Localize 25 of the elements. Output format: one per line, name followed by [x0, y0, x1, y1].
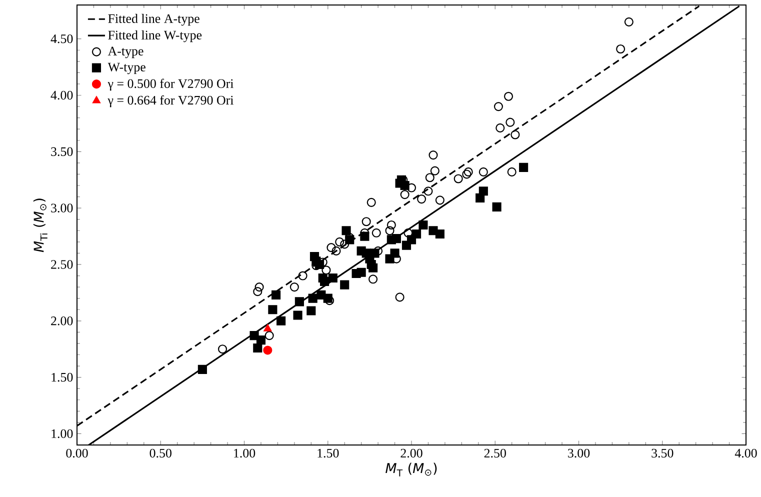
y-tick-label: 2.50	[51, 260, 73, 269]
x-tick-label: 3.00	[568, 448, 590, 458]
y-tick-label: 1.50	[52, 372, 73, 382]
legend-label: Fitted line A-type	[108, 14, 200, 26]
y-tick-label: 4.50	[50, 34, 73, 44]
legend-label: γ = 0.664 for V2790 Ori	[108, 95, 234, 108]
y-tick-label: 3.00	[51, 204, 73, 212]
y-tick-label: 3.50	[51, 147, 73, 156]
x-tick-label: 0.00	[66, 448, 88, 458]
legend-label: W-type	[108, 62, 146, 74]
y-tick-label: 4.00	[50, 90, 73, 100]
legend-label: γ = 0.500 for V2790 Ori	[108, 78, 234, 91]
x-tick-label: 2.50	[484, 448, 506, 458]
legend-label: Fitted line W-type	[108, 30, 202, 42]
y-tick-label: 2.00	[51, 316, 73, 326]
x-axis-title: M$_{T}$ (M$_{⊙}$)	[386, 462, 437, 476]
x-tick-label: 1.00	[234, 448, 256, 458]
legend-label: A-type	[108, 46, 144, 58]
x-tick-label: 1.50	[318, 448, 339, 458]
x-tick-label: 2.00	[400, 448, 422, 458]
y-axis-title: M$_{Ti}$ (M$_{⊙}$)	[33, 198, 48, 252]
x-tick-label: 4.00	[734, 448, 757, 458]
x-tick-label: 0.50	[150, 448, 172, 458]
x-tick-label: 3.50	[652, 448, 674, 458]
y-tick-label: 1.00	[52, 429, 73, 438]
